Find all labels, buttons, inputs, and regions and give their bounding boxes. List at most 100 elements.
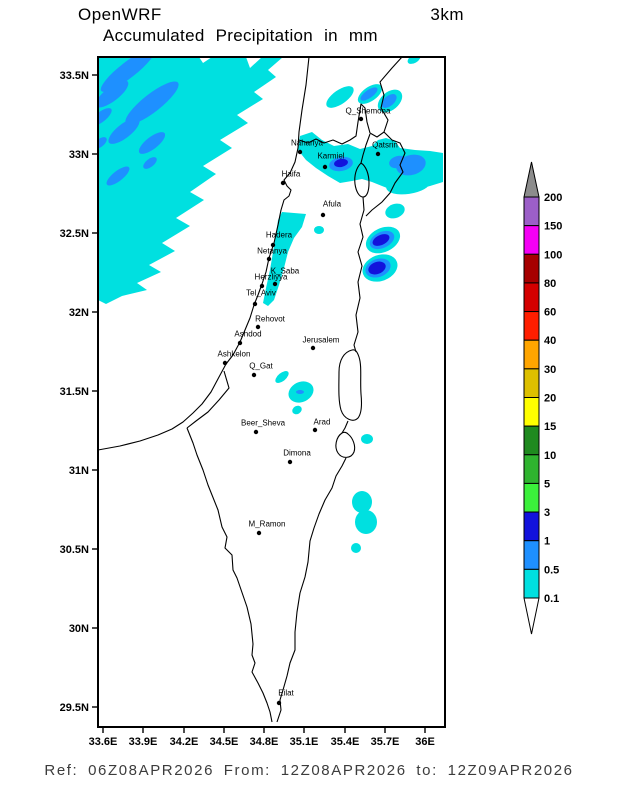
city-dot xyxy=(358,116,364,122)
rain-area xyxy=(314,226,324,234)
city-dot xyxy=(251,372,257,378)
lon-tick-label: 33.6E xyxy=(89,736,118,748)
lat-tick-label: 31.5N xyxy=(60,386,89,398)
city-dot xyxy=(320,212,326,218)
colorbar-segment xyxy=(523,425,540,456)
rain-area-offshore xyxy=(98,57,283,304)
rain-area xyxy=(361,434,373,444)
lon-tick-label: 35.1E xyxy=(290,736,319,748)
colorbar-level-label: 0.1 xyxy=(544,593,559,605)
colorbar-level-label: 60 xyxy=(544,307,556,319)
city-dot xyxy=(287,459,293,465)
cloud-gap xyxy=(199,57,212,63)
lon-tick-label: 33.9E xyxy=(129,736,158,748)
city-dot xyxy=(312,427,318,433)
jordan-river xyxy=(360,133,371,164)
city-dot xyxy=(256,530,262,536)
lat-tick-label: 33N xyxy=(69,149,89,161)
rain-core-karmiel-heavy xyxy=(334,158,348,168)
city-dot xyxy=(322,164,328,170)
city-label: Afula xyxy=(323,200,342,209)
lon-tick-label: 36E xyxy=(415,736,435,748)
lat-tick-label: 29.5N xyxy=(60,702,89,714)
rain-area xyxy=(351,543,361,553)
rain-area xyxy=(275,371,289,383)
city-label: Jerusalem xyxy=(303,336,340,345)
colorbar-segment xyxy=(523,196,540,227)
reference-time-line: Ref: 06Z08APR2026 From: 12Z08APR2026 to:… xyxy=(44,762,574,779)
lon-tick-label: 35.4E xyxy=(331,736,360,748)
plot-subtitle: Accumulated Precipitation in mm xyxy=(103,26,378,45)
rain-area xyxy=(326,86,354,108)
rain-area-mid xyxy=(360,87,378,101)
rain-band-galilee xyxy=(298,132,443,190)
colorbar-level-label: 3 xyxy=(544,507,550,519)
colorbar-segment xyxy=(523,540,540,570)
city-label: Rehovot xyxy=(255,315,286,324)
city-label: Haifa xyxy=(282,170,301,179)
gaza-border xyxy=(186,370,230,429)
city-markers: Q_Shemona Nahariya Qatsrin Karmiel Haifa Aful… xyxy=(218,107,398,706)
colorbar-level-label: 15 xyxy=(544,421,556,433)
colorbar-level-label: 30 xyxy=(544,364,556,376)
model-title: OpenWRF xyxy=(78,5,162,24)
dead-sea-south-basin xyxy=(335,431,356,458)
city-dot xyxy=(222,360,228,366)
lat-tick-label: 30N xyxy=(69,623,89,635)
rain-area xyxy=(385,203,405,219)
cloud-gap xyxy=(246,57,262,68)
city-dot xyxy=(255,324,261,330)
city-label: Herzliyya xyxy=(255,273,288,282)
dead-sea-connector xyxy=(341,420,349,434)
city-dot xyxy=(252,301,258,307)
lat-tick-label: 33.5N xyxy=(60,70,89,82)
rain-area xyxy=(407,57,421,64)
lat-tick-label: 32N xyxy=(69,307,89,319)
precipitation-shading xyxy=(98,57,443,553)
city-label: Tel_Aviv xyxy=(246,289,276,298)
colorbar-level-label: 80 xyxy=(544,278,556,290)
colorbar-level-label: 0.5 xyxy=(544,564,559,576)
lon-tick-label: 34.2E xyxy=(170,736,199,748)
city-dot xyxy=(272,281,278,287)
jordan-border-south xyxy=(276,457,347,723)
colorbar-level-label: 200 xyxy=(544,192,562,204)
city-dot xyxy=(259,283,265,289)
colorbar-segment xyxy=(523,511,540,542)
lat-tick-label: 32.5N xyxy=(60,228,89,240)
colorbar-segment xyxy=(523,397,540,427)
city-label: Nahariya xyxy=(291,139,324,148)
rain-area xyxy=(292,405,302,415)
precipitation-colorbar: 200 150 100 80 60 40 30 20 15 10 5 3 1 0.5 0.1 xyxy=(523,161,562,635)
golan-border xyxy=(365,57,406,217)
dead-sea xyxy=(338,349,363,421)
city-label: Ashkelon xyxy=(218,350,251,359)
rain-streaks-mid xyxy=(98,57,179,186)
colorbar-segment xyxy=(523,225,540,255)
city-dot xyxy=(266,256,272,262)
city-label: Dimona xyxy=(283,449,311,458)
rain-area-mid xyxy=(381,94,397,108)
longitude-axis: 33.6E 33.9E 34.2E 34.5E 34.8E 35.1E 35.4E 35.7E… xyxy=(89,727,435,748)
lon-tick-label: 34.8E xyxy=(250,736,279,748)
rain-cell-heavy xyxy=(368,261,386,275)
city-dot xyxy=(237,340,243,346)
colorbar-arrow-bottom xyxy=(523,597,540,635)
colorbar-segment xyxy=(523,253,540,284)
colorbar-level-label: 150 xyxy=(544,221,562,233)
city-label: Beer_Sheva xyxy=(241,419,286,428)
city-label: Arad xyxy=(314,418,331,427)
jordan-river-south xyxy=(353,196,365,353)
city-dot xyxy=(375,151,381,157)
city-dot xyxy=(270,242,276,248)
lon-tick-label: 34.5E xyxy=(210,736,239,748)
city-label: K_Saba xyxy=(271,267,300,276)
latitude-axis: 33.5N 33N 32.5N 32N 31.5N 31N 30.5N 30N 29.5N xyxy=(60,70,98,714)
colorbar-level-label: 40 xyxy=(544,335,556,347)
resolution-label: 3km xyxy=(430,5,464,24)
rain-area xyxy=(355,510,377,534)
city-dot xyxy=(253,429,259,435)
city-label: Karmiel xyxy=(317,152,344,161)
rain-area-mid xyxy=(296,390,304,394)
